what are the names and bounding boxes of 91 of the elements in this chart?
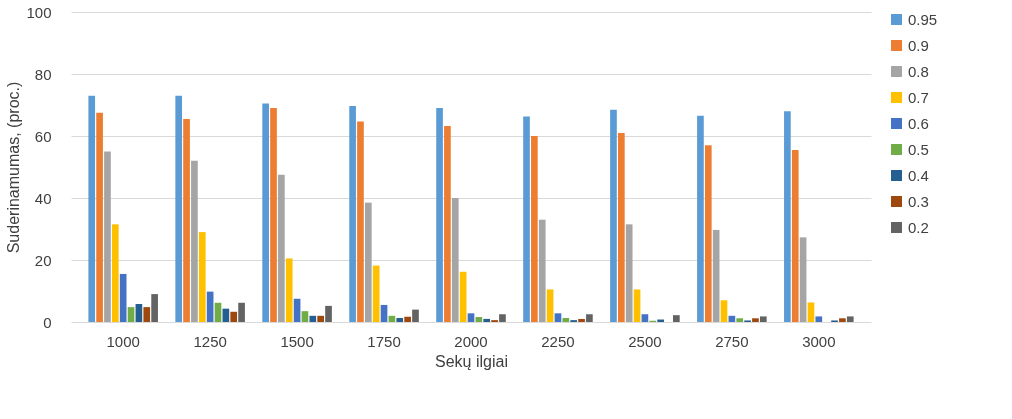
y-axis-title: Suderinamumas, (proc.) xyxy=(5,81,23,254)
bar xyxy=(230,311,238,322)
bar xyxy=(396,317,404,322)
bar xyxy=(436,108,443,322)
bar xyxy=(610,109,617,322)
bar xyxy=(815,316,823,322)
bar xyxy=(278,174,285,322)
y-tick-label: 0 xyxy=(43,313,52,331)
bar xyxy=(372,265,380,322)
bar xyxy=(641,314,649,322)
bar xyxy=(191,160,198,322)
bar xyxy=(175,95,183,322)
legend-label: 0.8 xyxy=(908,62,929,80)
legend-label: 0.7 xyxy=(908,88,929,106)
bar xyxy=(151,294,158,322)
x-tick-label: 2250 xyxy=(541,332,575,350)
x-tick-label: 1000 xyxy=(106,332,140,350)
bar xyxy=(673,315,680,322)
bar xyxy=(625,224,633,322)
bar xyxy=(499,314,506,322)
bar xyxy=(270,108,277,322)
bar xyxy=(523,116,530,322)
bar xyxy=(404,316,411,322)
bar xyxy=(538,219,546,322)
bar xyxy=(531,136,538,322)
y-tick-label: 20 xyxy=(34,251,52,269)
bar xyxy=(784,111,791,322)
bar xyxy=(451,198,459,322)
bar xyxy=(325,305,332,322)
bar xyxy=(791,149,799,322)
bar xyxy=(119,273,127,322)
x-tick-label: 2500 xyxy=(628,332,662,350)
bar xyxy=(412,309,419,322)
bar xyxy=(554,313,562,322)
bar xyxy=(846,316,854,322)
bar xyxy=(198,232,206,322)
x-tick-label: 1500 xyxy=(280,332,314,350)
bar xyxy=(475,317,483,322)
y-tick-label: 60 xyxy=(34,127,52,145)
bar xyxy=(349,105,356,322)
bar xyxy=(799,237,807,322)
legend-label: 0.5 xyxy=(908,140,929,158)
bar xyxy=(633,289,641,322)
x-tick-label: 3000 xyxy=(802,332,836,350)
x-tick-label: 1250 xyxy=(193,332,227,350)
bar xyxy=(309,315,317,322)
legend-label: 0.4 xyxy=(908,166,929,184)
bar xyxy=(752,318,759,322)
bar xyxy=(135,304,143,322)
bar xyxy=(578,318,585,322)
bar xyxy=(736,318,744,322)
bar xyxy=(88,95,96,322)
bar xyxy=(586,314,593,322)
y-tick-label: 40 xyxy=(34,189,52,207)
bar xyxy=(839,318,846,322)
bar xyxy=(301,311,309,322)
bar xyxy=(807,302,815,322)
bar xyxy=(704,145,712,322)
legend-label: 0.6 xyxy=(908,114,929,132)
x-tick-label: 1750 xyxy=(367,332,401,350)
x-axis-title: Sekų ilgiai xyxy=(435,352,508,370)
legend-label: 0.2 xyxy=(908,218,929,236)
y-tick-label: 80 xyxy=(34,65,52,83)
bar xyxy=(104,151,111,322)
x-tick-label: 2750 xyxy=(715,332,749,350)
bar xyxy=(444,126,451,322)
bar xyxy=(617,132,625,322)
bar xyxy=(111,224,119,322)
bar xyxy=(364,202,372,322)
bar xyxy=(562,317,570,322)
legend-label: 0.95 xyxy=(908,10,938,28)
bar xyxy=(262,103,269,322)
bar xyxy=(96,112,103,322)
bar xyxy=(712,229,720,322)
y-tick-label: 100 xyxy=(26,3,52,21)
bar xyxy=(697,115,704,322)
bar xyxy=(143,307,151,322)
bar xyxy=(467,313,475,322)
bar xyxy=(546,289,554,322)
x-tick-label: 2000 xyxy=(454,332,488,350)
bar xyxy=(238,302,245,322)
bar xyxy=(759,316,767,322)
bar xyxy=(317,315,325,322)
legend-label: 0.9 xyxy=(908,36,929,54)
bar xyxy=(357,121,364,322)
bar xyxy=(720,300,728,322)
bar xyxy=(183,118,190,322)
bar xyxy=(285,258,293,322)
legend-label: 0.3 xyxy=(908,192,929,210)
bar xyxy=(127,307,135,322)
bar xyxy=(483,318,491,322)
